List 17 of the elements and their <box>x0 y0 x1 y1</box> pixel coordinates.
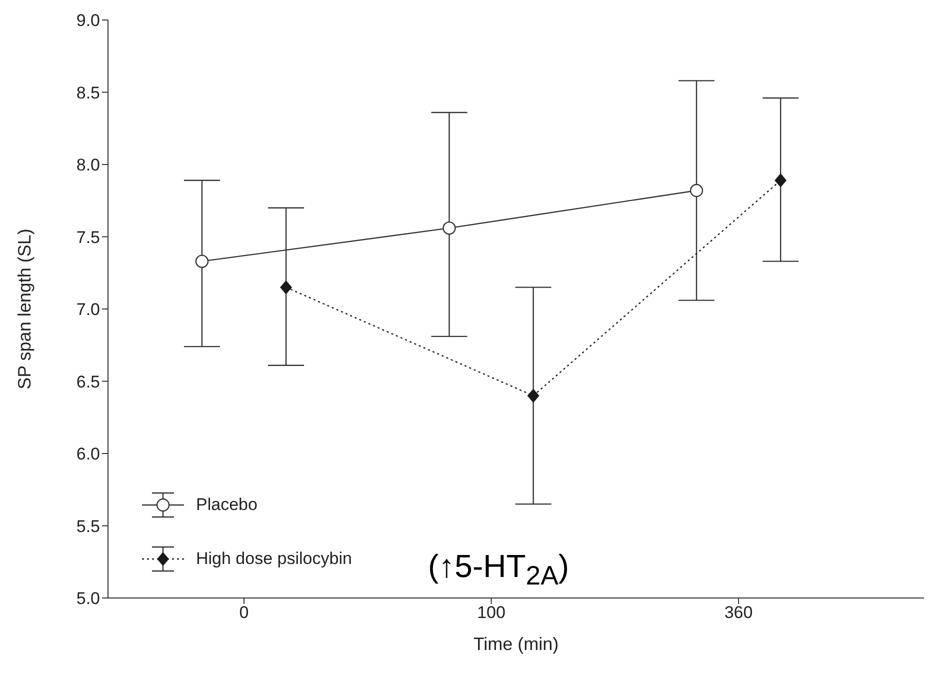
y-tick-label: 5.5 <box>76 516 100 536</box>
y-tick-label: 7.0 <box>76 300 100 320</box>
y-tick-label: 9.0 <box>76 11 100 30</box>
y-tick-label: 7.5 <box>76 228 100 247</box>
x-tick-label: 100 <box>477 603 506 622</box>
y-axis-title: SP span length (SL) <box>14 228 34 390</box>
y-tick-label: 8.5 <box>76 83 100 102</box>
legend-label: Placebo <box>196 495 258 515</box>
annotation: (↑5-HT$_{2A}$) <box>428 548 570 592</box>
x-tick-label: 360 <box>724 603 753 622</box>
y-tick-label: 6.5 <box>76 372 100 392</box>
y-tick-label: 8.0 <box>76 156 100 175</box>
y-tick-label: 6.0 <box>76 444 100 464</box>
y-tick-label: 5.0 <box>76 589 100 608</box>
x-axis-title: Time (min) <box>473 634 559 654</box>
legend-label: High dose psilocybin <box>196 549 352 569</box>
x-tick-label: 0 <box>239 603 249 622</box>
